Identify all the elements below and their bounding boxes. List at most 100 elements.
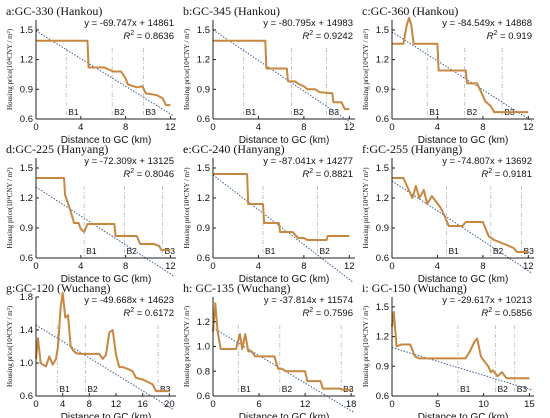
y-tick-label: 1.5 [376,25,389,36]
r-squared-value: = 0.9181 [492,169,532,180]
regression-equation: y = -29.617x + 10213 [442,295,532,306]
y-tick-label: 1.2 [376,193,389,204]
x-tick-label: 0 [33,261,38,272]
y-tick-label: 1.2 [20,55,33,66]
regression-line [212,174,354,283]
y-tick-label: 1.4 [20,325,33,336]
r-squared-exponent: 2 [488,168,492,175]
y-tick-label: 1.5 [20,163,33,174]
r-squared-value: = 0.919 [497,31,532,42]
y-tick-label: 1.8 [20,292,33,303]
chart-panel-8: h: GC-135 (Wuchang)B1 B2 B30 6 12 180.60.81.0… [183,281,356,418]
y-tick-label: 1.2 [20,193,33,204]
x-axis-label: Distance to GC (km) [61,135,152,146]
break-marker-label: B2 [282,384,293,394]
r-squared-exponent: 2 [309,307,313,314]
panel-title: e:GC-240 (Hanyang) [183,142,285,156]
panel-title: i: GC-150 (Wuchang) [362,281,467,295]
break-marker-label: B3 [329,107,340,117]
break-marker-label: B1 [246,107,257,117]
break-marker-label: B1 [265,246,276,256]
break-marker-label: B1 [59,384,70,394]
r-squared-exponent: 2 [130,30,134,37]
r-squared-symbol: R [481,169,488,180]
chart-panel-1: a:GC-330 (Hankou) B1 B2 B3 0 4 8 12 0.6 0.9 1.2 1.5… [6,4,176,146]
y-tick-label: 0.8 [197,366,210,377]
x-tick-label: 0 [33,399,38,410]
y-tick-label: 1.0 [197,342,210,353]
y-axis-label: Housing price(10⁴CNY / m²) [362,167,370,249]
break-marker-label: B1 [86,246,97,256]
y-axis-label: Housing price(10⁴CNY / m²) [6,305,14,387]
x-tick-label: 0 [389,122,394,133]
regression-equation: y = -49.668x + 14623 [84,295,174,306]
r-squared-exponent: 2 [309,30,313,37]
y-tick-label: 0.6 [20,114,33,125]
break-marker-label: B3 [517,384,528,394]
y-tick-label: 0.6 [20,253,33,264]
y-tick-label: 1.2 [197,317,210,328]
r-squared: R2 = 0.919 [487,30,532,42]
regression-line [35,186,175,277]
chart-panel-2: b:GC-345 (Hankou) B1 B2 B3 0 4 8 12 0.6 0.9 1.2 1.5… [183,4,355,146]
break-marker-label: B3 [160,384,171,394]
panel-title: g:GC-120 (Wuchang) [6,281,111,295]
y-axis-label: Housing price(10⁴CNY / m²) [183,167,191,249]
break-marker-label: B1 [68,107,79,117]
y-axis-label: Housing price(10⁴CNY / m²) [6,167,14,249]
y-tick-label: 0.6 [376,391,389,402]
regression-equation: y = -74.807x + 13692 [442,156,532,167]
panel-title: b:GC-345 (Hankou) [183,4,280,18]
housing-price-series [36,39,171,107]
break-marker-label: B1 [449,246,460,256]
y-axis-label: Housing price(10⁴CNY / m²) [6,28,14,110]
regression-line [35,30,175,117]
r-squared: R2 = 0.6172 [123,307,174,319]
x-tick-label: 4 [78,261,83,272]
r-squared-symbol: R [487,31,494,42]
y-tick-label: 0.9 [376,361,389,372]
x-tick-label: 12 [344,122,355,133]
y-tick-label: 0.9 [376,223,389,234]
r-squared-symbol: R [123,31,130,42]
r-squared: R2 = 0.8636 [123,30,174,42]
x-axis-label: Distance to GC (km) [239,274,330,285]
r-squared-symbol: R [481,308,488,319]
r-squared: R2 = 0.8046 [123,168,174,180]
r-squared: R2 = 0.7596 [302,307,353,319]
r-squared: R2 = 0.9181 [481,168,532,180]
r-squared-value: = 0.9242 [313,31,353,42]
x-tick-label: 0 [210,122,215,133]
break-marker-label: B2 [293,107,304,117]
r-squared: R2 = 0.9242 [302,30,353,42]
x-tick-label: 8 [480,122,485,133]
y-tick-label: 0.9 [20,223,33,234]
x-tick-label: 12 [523,261,534,272]
break-marker-label: B1 [240,384,251,394]
break-marker-label: B2 [498,384,509,394]
break-marker-label: B2 [126,246,137,256]
x-tick-label: 0 [389,261,394,272]
break-marker-label: B2 [87,384,98,394]
x-tick-label: 12 [344,261,355,272]
regression-line [212,29,354,125]
break-marker-label: B2 [467,107,478,117]
x-tick-label: 12 [300,399,311,410]
r-squared-value: = 0.8636 [134,31,174,42]
x-tick-label: 16 [137,399,148,410]
x-tick-label: 15 [524,399,535,410]
x-axis-label: Distance to GC (km) [61,274,152,285]
housing-price-series [213,39,350,111]
y-tick-label: 1.5 [197,25,210,36]
break-marker-label: B1 [460,384,471,394]
x-tick-label: 8 [123,122,128,133]
r-squared-exponent: 2 [130,168,134,175]
x-tick-label: 12 [165,261,176,272]
chart-panel-7: g:GC-120 (Wuchang) B1 B2 B3 0 4 8 12 16 20 0.6 1.0 1… [6,281,176,418]
housing-price-series [391,310,530,380]
y-axis-label: Housing price(10⁴CNY / m²) [362,28,370,110]
regression-equation: y = -37.814x + 11574 [264,295,353,306]
y-tick-label: 0.6 [197,114,210,125]
chart-panel-3: c:GC-360 (Hankou)B1 B2 B30 4 8 120.60.91.21.5… [362,4,534,146]
